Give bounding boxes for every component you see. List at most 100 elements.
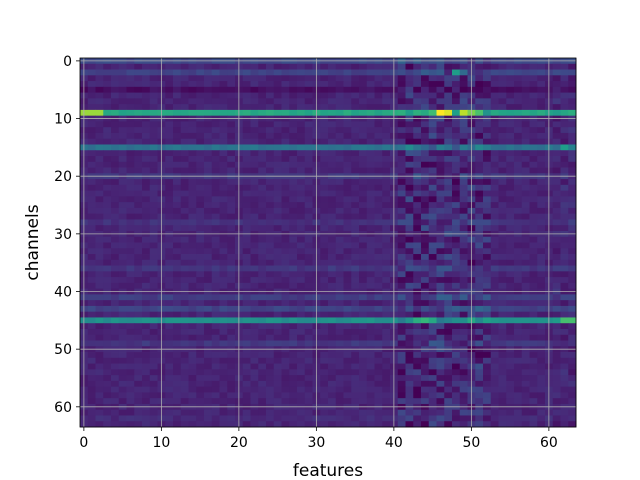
heatmap-cell — [134, 179, 143, 186]
heatmap-cell — [320, 196, 329, 203]
heatmap-cell — [359, 63, 368, 70]
heatmap-cell — [165, 63, 174, 70]
heatmap-cell — [397, 213, 406, 220]
heatmap-cell — [421, 236, 430, 243]
heatmap-cell — [568, 167, 577, 174]
heatmap-cell — [297, 213, 306, 220]
heatmap-cell — [126, 127, 135, 134]
heatmap-cell — [413, 334, 422, 341]
y-tick-label: 40 — [54, 285, 72, 301]
heatmap-cell — [436, 421, 445, 428]
heatmap-cell — [328, 92, 337, 99]
heatmap-cell — [266, 196, 275, 203]
heatmap-cell — [359, 179, 368, 186]
heatmap-cell — [328, 398, 337, 405]
heatmap-cell — [250, 179, 259, 186]
heatmap-cell — [459, 305, 468, 313]
heatmap-cell — [568, 225, 577, 232]
heatmap-cell — [374, 109, 383, 117]
heatmap-cell — [134, 357, 143, 364]
heatmap-cell — [452, 352, 461, 359]
heatmap-cell — [514, 375, 523, 382]
heatmap-cell — [118, 323, 127, 330]
heatmap-cell — [459, 63, 468, 70]
heatmap-cell — [266, 242, 275, 249]
heatmap-cell — [227, 248, 236, 255]
heatmap-cell — [173, 392, 182, 399]
heatmap-cell — [219, 271, 228, 278]
heatmap-cell — [490, 127, 499, 134]
heatmap-cell — [374, 357, 383, 364]
heatmap-cell — [328, 294, 337, 301]
heatmap-cell — [165, 317, 174, 324]
heatmap-cell — [103, 213, 112, 220]
heatmap-cell — [374, 144, 383, 151]
heatmap-cell — [366, 184, 375, 192]
heatmap-cell — [343, 121, 352, 128]
heatmap-cell — [328, 271, 337, 278]
heatmap-cell — [118, 69, 127, 76]
heatmap-cell — [436, 167, 445, 174]
heatmap-cell — [126, 236, 135, 243]
heatmap-cell — [95, 167, 104, 174]
heatmap-cell — [173, 167, 182, 174]
heatmap-cell — [188, 254, 197, 261]
heatmap-cell — [568, 259, 577, 266]
heatmap-cell — [242, 363, 251, 370]
heatmap-cell — [405, 196, 414, 203]
heatmap-cell — [95, 409, 104, 416]
heatmap-cell — [111, 311, 120, 318]
heatmap-cell — [320, 300, 329, 307]
heatmap-cell — [103, 294, 112, 301]
heatmap-cell — [95, 421, 104, 428]
heatmap-cell — [165, 277, 174, 284]
heatmap-cell — [514, 357, 523, 364]
heatmap-cell — [428, 202, 437, 209]
heatmap-cell — [413, 357, 422, 364]
heatmap-cell — [483, 277, 492, 284]
heatmap-cell — [142, 121, 151, 128]
heatmap-cell — [475, 104, 484, 111]
heatmap-cell — [382, 282, 391, 290]
heatmap-cell — [219, 294, 228, 301]
heatmap-cell — [227, 277, 236, 284]
heatmap-cell — [149, 150, 158, 157]
heatmap-cell — [459, 219, 468, 226]
heatmap-cell — [173, 98, 182, 105]
heatmap-cell — [196, 271, 205, 278]
heatmap-cell — [405, 375, 414, 382]
heatmap-cell — [211, 415, 220, 422]
heatmap-cell — [529, 92, 538, 99]
heatmap-cell — [188, 213, 197, 220]
heatmap-cell — [498, 225, 507, 232]
heatmap-cell — [397, 265, 406, 272]
heatmap-cell — [405, 109, 414, 117]
heatmap-cell — [266, 398, 275, 405]
heatmap-cell — [428, 259, 437, 266]
heatmap-cell — [204, 219, 213, 226]
heatmap-cell — [219, 81, 228, 88]
heatmap-cell — [498, 254, 507, 261]
heatmap-cell — [328, 81, 337, 88]
heatmap-cell — [281, 282, 290, 290]
heatmap-cell — [529, 127, 538, 134]
heatmap-cell — [568, 144, 577, 151]
heatmap-cell — [452, 167, 461, 174]
heatmap-cell — [196, 265, 205, 272]
heatmap-cell — [134, 254, 143, 261]
heatmap-cell — [304, 265, 313, 272]
heatmap-cell — [204, 156, 213, 163]
heatmap-cell — [95, 398, 104, 405]
heatmap-cell — [521, 69, 530, 76]
heatmap-cell — [142, 363, 151, 370]
heatmap-cell — [537, 352, 546, 359]
heatmap-cell — [428, 75, 437, 82]
heatmap-cell — [490, 340, 499, 347]
heatmap-cell — [498, 144, 507, 151]
heatmap-cell — [273, 375, 282, 382]
heatmap-cell — [552, 294, 561, 301]
heatmap-cell — [490, 271, 499, 278]
heatmap-cell — [250, 213, 259, 220]
heatmap-cell — [436, 109, 445, 117]
heatmap-cell — [173, 156, 182, 163]
